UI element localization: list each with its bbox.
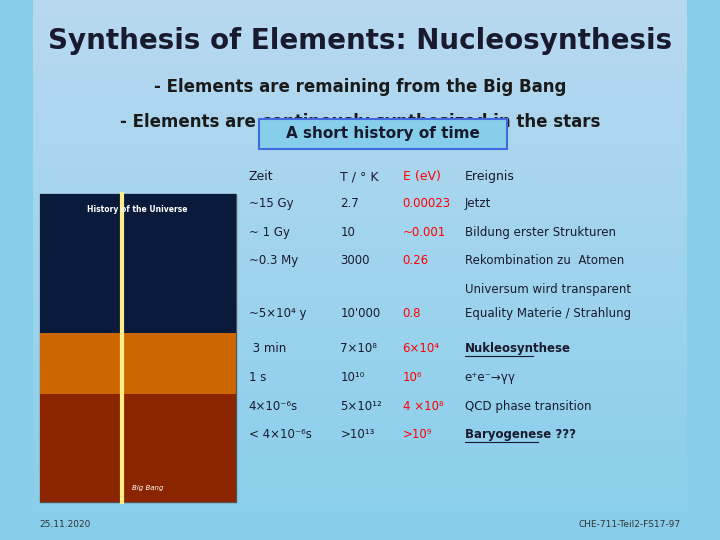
FancyBboxPatch shape <box>40 194 235 502</box>
Text: Bildung erster Strukturen: Bildung erster Strukturen <box>464 226 616 239</box>
Text: Big Bang: Big Bang <box>132 485 163 491</box>
Text: 2.7: 2.7 <box>341 197 359 210</box>
Text: 4 ×10⁸: 4 ×10⁸ <box>402 400 443 413</box>
Text: 10⁶: 10⁶ <box>402 371 422 384</box>
Text: 1 s: 1 s <box>249 371 266 384</box>
Text: Synthesis of Elements: Nucleosynthesis: Synthesis of Elements: Nucleosynthesis <box>48 27 672 55</box>
Text: A short history of time: A short history of time <box>286 126 480 141</box>
Text: 3 min: 3 min <box>249 342 286 355</box>
Text: < 4×10⁻⁶s: < 4×10⁻⁶s <box>249 428 312 441</box>
Text: 10¹⁰: 10¹⁰ <box>341 371 365 384</box>
Text: CHE-711-Teil2-FS17-97: CHE-711-Teil2-FS17-97 <box>578 520 680 529</box>
Text: 10'000: 10'000 <box>341 307 381 320</box>
Text: ~15 Gy: ~15 Gy <box>249 197 294 210</box>
Text: 0.8: 0.8 <box>402 307 421 320</box>
Text: Rekombination zu  Atomen: Rekombination zu Atomen <box>464 254 624 267</box>
Text: 0.00023: 0.00023 <box>402 197 451 210</box>
FancyBboxPatch shape <box>40 194 235 333</box>
Text: Ereignis: Ereignis <box>464 170 515 183</box>
Text: Zeit: Zeit <box>249 170 274 183</box>
Text: Equality Materie / Strahlung: Equality Materie / Strahlung <box>464 307 631 320</box>
Text: ~5×10⁴ y: ~5×10⁴ y <box>249 307 306 320</box>
FancyBboxPatch shape <box>258 119 507 148</box>
Text: 6×10⁴: 6×10⁴ <box>402 342 439 355</box>
Text: Nukleosynthese: Nukleosynthese <box>464 342 571 355</box>
Text: Jetzt: Jetzt <box>464 197 491 210</box>
Text: - Elements are remaining from the Big Bang: - Elements are remaining from the Big Ba… <box>154 78 566 96</box>
Text: 4×10⁻⁶s: 4×10⁻⁶s <box>249 400 298 413</box>
Text: History of the Universe: History of the Universe <box>87 205 188 214</box>
Text: QCD phase transition: QCD phase transition <box>464 400 591 413</box>
Text: 3000: 3000 <box>341 254 370 267</box>
Text: e⁺e⁻→γγ: e⁺e⁻→γγ <box>464 371 516 384</box>
FancyBboxPatch shape <box>40 348 235 502</box>
Text: T / ° K: T / ° K <box>341 170 379 183</box>
Text: 0.26: 0.26 <box>402 254 428 267</box>
Text: 10: 10 <box>341 226 355 239</box>
Text: >10⁹: >10⁹ <box>402 428 432 441</box>
Text: - Elements are continously synthesized in the stars: - Elements are continously synthesized i… <box>120 113 600 131</box>
Text: ~0.3 My: ~0.3 My <box>249 254 298 267</box>
Text: 25.11.2020: 25.11.2020 <box>40 520 91 529</box>
Text: ~ 1 Gy: ~ 1 Gy <box>249 226 290 239</box>
Text: 7×10⁸: 7×10⁸ <box>341 342 377 355</box>
FancyBboxPatch shape <box>40 318 235 394</box>
Text: ~0.001: ~0.001 <box>402 226 446 239</box>
Text: E (eV): E (eV) <box>402 170 441 183</box>
Text: >10¹³: >10¹³ <box>341 428 374 441</box>
Text: Universum wird transparent: Universum wird transparent <box>464 283 631 296</box>
Text: 5×10¹²: 5×10¹² <box>341 400 382 413</box>
Text: Baryogenese ???: Baryogenese ??? <box>464 428 575 441</box>
